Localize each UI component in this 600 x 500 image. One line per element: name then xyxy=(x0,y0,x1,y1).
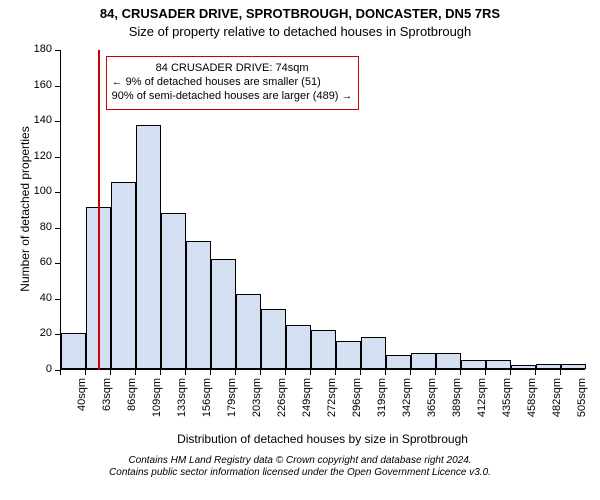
info-box-line3: 90% of semi-detached houses are larger (… xyxy=(112,90,353,104)
x-tick-label: 458sqm xyxy=(526,378,538,433)
y-tick-label: 40 xyxy=(22,292,52,304)
histogram-bar xyxy=(536,364,561,369)
histogram-bar xyxy=(136,125,161,369)
x-tick-label: 156sqm xyxy=(201,378,213,433)
footer-text: Contains HM Land Registry data © Crown c… xyxy=(0,455,600,479)
histogram-bar xyxy=(161,213,186,369)
histogram-bar xyxy=(61,333,86,369)
histogram-bar xyxy=(211,259,236,369)
footer-line1: Contains HM Land Registry data © Crown c… xyxy=(128,455,471,466)
y-tick-label: 80 xyxy=(22,221,52,233)
histogram-bar xyxy=(436,353,461,369)
histogram-bar xyxy=(411,353,436,369)
y-tick xyxy=(55,263,60,264)
x-tick-label: 272sqm xyxy=(326,378,338,433)
y-tick xyxy=(55,299,60,300)
info-box: 84 CRUSADER DRIVE: 74sqm← 9% of detached… xyxy=(106,56,359,109)
x-tick xyxy=(310,370,311,375)
x-tick-label: 342sqm xyxy=(401,378,413,433)
x-tick-label: 86sqm xyxy=(126,378,138,433)
x-tick-label: 40sqm xyxy=(76,378,88,433)
x-tick xyxy=(410,370,411,375)
info-box-line1: 84 CRUSADER DRIVE: 74sqm xyxy=(112,62,353,76)
y-tick-label: 180 xyxy=(22,43,52,55)
x-tick-label: 412sqm xyxy=(476,378,488,433)
x-tick xyxy=(385,370,386,375)
x-tick-label: 482sqm xyxy=(551,378,563,433)
footer-line2: Contains public sector information licen… xyxy=(109,467,491,478)
y-tick xyxy=(55,121,60,122)
x-tick-label: 179sqm xyxy=(226,378,238,433)
x-tick-label: 435sqm xyxy=(501,378,513,433)
x-tick-label: 389sqm xyxy=(451,378,463,433)
x-tick xyxy=(185,370,186,375)
y-tick xyxy=(55,192,60,193)
y-tick-label: 120 xyxy=(22,150,52,162)
x-tick-label: 249sqm xyxy=(301,378,313,433)
histogram-bar xyxy=(111,182,136,369)
x-tick xyxy=(335,370,336,375)
plot-area: 84 CRUSADER DRIVE: 74sqm← 9% of detached… xyxy=(60,50,585,370)
y-tick xyxy=(55,157,60,158)
chart-title-line1: 84, CRUSADER DRIVE, SPROTBROUGH, DONCAST… xyxy=(0,6,600,21)
histogram-bar xyxy=(186,241,211,369)
y-axis-label: Number of detached properties xyxy=(18,109,32,309)
reference-line xyxy=(98,50,100,370)
x-tick xyxy=(210,370,211,375)
x-tick-label: 296sqm xyxy=(351,378,363,433)
histogram-bar xyxy=(261,309,286,369)
x-tick-label: 226sqm xyxy=(276,378,288,433)
x-tick xyxy=(260,370,261,375)
x-tick xyxy=(485,370,486,375)
x-tick xyxy=(460,370,461,375)
x-tick-label: 109sqm xyxy=(151,378,163,433)
x-tick xyxy=(535,370,536,375)
histogram-bar xyxy=(511,365,536,369)
y-tick-label: 0 xyxy=(22,363,52,375)
histogram-bar xyxy=(461,360,486,369)
histogram-bar xyxy=(236,294,261,369)
x-tick xyxy=(560,370,561,375)
x-tick xyxy=(160,370,161,375)
x-tick-label: 319sqm xyxy=(376,378,388,433)
histogram-bar xyxy=(361,337,386,369)
info-box-line2: ← 9% of detached houses are smaller (51) xyxy=(112,76,353,90)
x-tick xyxy=(435,370,436,375)
x-tick-label: 505sqm xyxy=(576,378,588,433)
histogram-bar xyxy=(336,341,361,369)
x-tick-label: 365sqm xyxy=(426,378,438,433)
y-tick-label: 160 xyxy=(22,79,52,91)
histogram-bar xyxy=(311,330,336,369)
x-tick xyxy=(135,370,136,375)
x-tick-label: 203sqm xyxy=(251,378,263,433)
histogram-bar xyxy=(561,364,586,369)
chart-container: 84, CRUSADER DRIVE, SPROTBROUGH, DONCAST… xyxy=(0,0,600,500)
y-tick xyxy=(55,334,60,335)
chart-title-line2: Size of property relative to detached ho… xyxy=(0,24,600,39)
histogram-bar xyxy=(486,360,511,369)
x-tick-label: 63sqm xyxy=(101,378,113,433)
x-tick xyxy=(360,370,361,375)
y-tick xyxy=(55,50,60,51)
y-tick-label: 100 xyxy=(22,185,52,197)
x-tick xyxy=(85,370,86,375)
x-tick xyxy=(60,370,61,375)
x-tick xyxy=(510,370,511,375)
y-tick-label: 20 xyxy=(22,327,52,339)
y-tick-label: 140 xyxy=(22,114,52,126)
y-tick-label: 60 xyxy=(22,256,52,268)
x-tick-label: 133sqm xyxy=(176,378,188,433)
x-tick xyxy=(235,370,236,375)
x-tick xyxy=(110,370,111,375)
y-tick xyxy=(55,228,60,229)
histogram-bar xyxy=(386,355,411,369)
x-tick xyxy=(285,370,286,375)
x-axis-label: Distribution of detached houses by size … xyxy=(60,432,585,446)
histogram-bar xyxy=(286,325,311,369)
y-tick xyxy=(55,86,60,87)
